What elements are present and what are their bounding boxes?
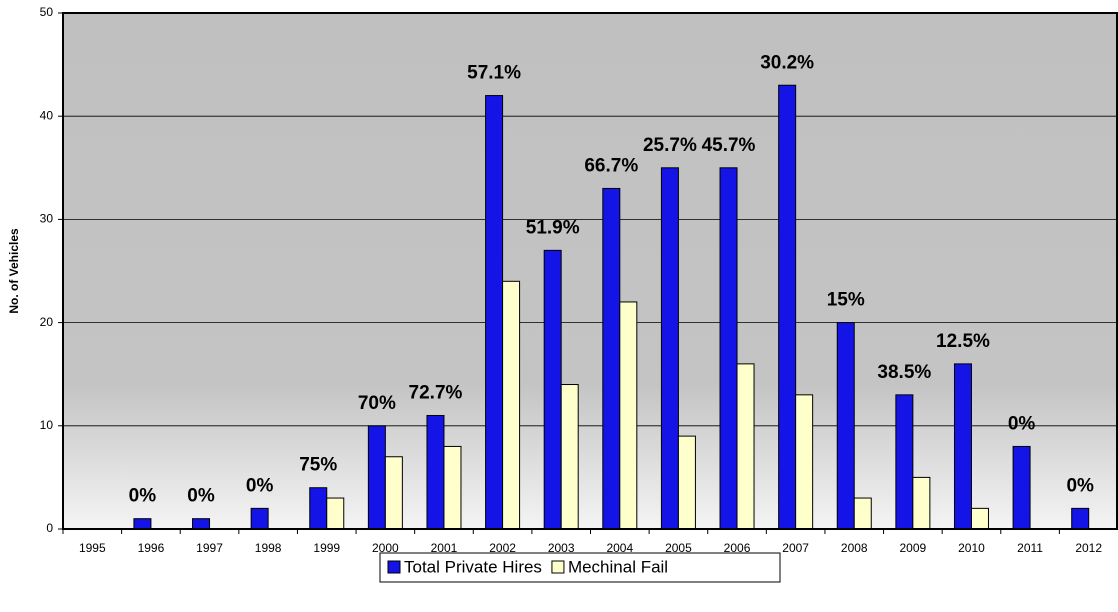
bar	[602, 187, 621, 530]
annotation: 72.7%	[409, 382, 463, 403]
x-tick-label: 2012	[1075, 541, 1102, 555]
bar	[560, 384, 579, 530]
bar	[953, 363, 972, 530]
x-tick-label: 1998	[255, 541, 282, 555]
y-tick-label: 20	[40, 315, 54, 329]
bar	[677, 435, 696, 530]
legend-label: Mechinal Fail	[568, 557, 668, 576]
x-tick-label: 2000	[372, 541, 399, 555]
bar	[836, 322, 855, 530]
bar	[250, 507, 269, 530]
y-tick-label: 30	[40, 212, 54, 226]
annotation: 0%	[187, 486, 215, 507]
bar	[192, 518, 211, 530]
bar	[970, 507, 989, 530]
annotation: 0%	[129, 486, 157, 507]
annotation: 0%	[246, 475, 274, 496]
annotation: 66.7%	[584, 155, 638, 176]
bar	[1012, 445, 1031, 530]
bar	[326, 497, 345, 530]
bar	[778, 84, 797, 530]
x-tick-label: 2010	[958, 541, 985, 555]
x-tick-label: 2002	[489, 541, 516, 555]
bar	[543, 249, 562, 530]
x-tick-label: 1997	[196, 541, 223, 555]
x-tick-label: 2007	[782, 541, 809, 555]
annotation: 25.7%	[643, 135, 697, 156]
bar	[795, 394, 814, 530]
bar	[912, 476, 931, 530]
x-tick-label: 2008	[841, 541, 868, 555]
bar	[443, 445, 462, 530]
x-tick-label: 2004	[606, 541, 633, 555]
plot-background	[63, 13, 1118, 529]
bar	[619, 301, 638, 530]
legend-swatch	[551, 560, 565, 574]
y-axis-label: No. of Vehicles	[7, 228, 21, 314]
y-tick-label: 40	[40, 108, 54, 122]
bar	[485, 95, 504, 530]
annotation: 45.7%	[702, 135, 756, 156]
x-tick-label: 2003	[548, 541, 575, 555]
legend-label: Total Private Hires	[404, 557, 542, 576]
legend-swatch	[387, 560, 401, 574]
annotation: 70%	[358, 393, 396, 414]
bar	[133, 518, 152, 530]
bar	[853, 497, 872, 530]
x-tick-label: 1996	[138, 541, 165, 555]
x-tick-label: 2009	[900, 541, 927, 555]
bar	[367, 425, 386, 530]
annotation: 57.1%	[467, 63, 521, 84]
x-tick-label: 1995	[79, 541, 106, 555]
annotation: 15%	[827, 290, 865, 311]
annotation: 0%	[1066, 475, 1094, 496]
x-tick-label: 2011	[1017, 541, 1043, 555]
x-tick-label: 2001	[431, 541, 458, 555]
bar	[502, 280, 521, 530]
plot-border	[62, 12, 1118, 530]
annotation: 75%	[299, 455, 337, 476]
annotation: 30.2%	[760, 52, 814, 73]
annotation: 0%	[1008, 413, 1036, 434]
x-tick-label: 2006	[724, 541, 751, 555]
bar	[384, 456, 403, 530]
bar	[895, 394, 914, 530]
y-tick-label: 50	[40, 5, 54, 19]
legend-box	[379, 552, 781, 583]
annotation: 51.9%	[526, 217, 580, 238]
x-tick-label: 2005	[665, 541, 692, 555]
bar	[1071, 507, 1090, 530]
annotation: 38.5%	[877, 362, 931, 383]
bar	[426, 414, 445, 530]
y-tick-label: 10	[40, 418, 54, 432]
y-tick-label: 0	[46, 521, 53, 535]
x-tick-label: 1999	[313, 541, 340, 555]
bar	[660, 167, 679, 530]
bar	[736, 363, 755, 530]
bar	[719, 167, 738, 530]
bar	[309, 487, 328, 530]
annotation: 12.5%	[936, 331, 990, 352]
